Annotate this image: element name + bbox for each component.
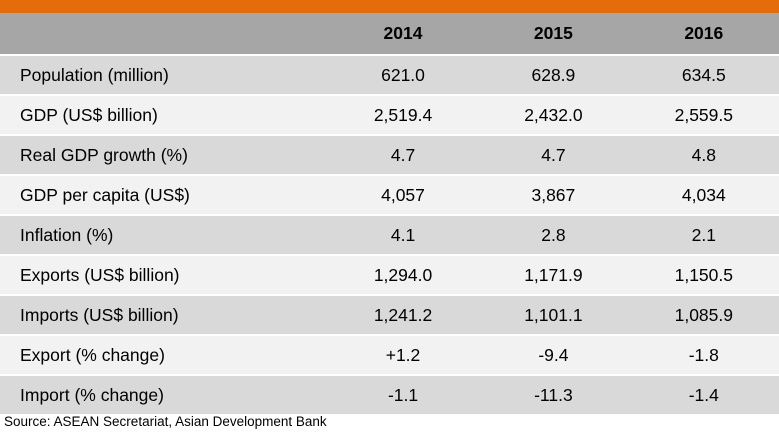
- cell-value: 1,150.5: [628, 256, 779, 296]
- source-note: Source: ASEAN Secretariat, Asian Develop…: [4, 414, 327, 429]
- cell-value: 3,867: [478, 176, 629, 216]
- cell-value: 1,241.2: [327, 296, 479, 336]
- table-row-inflation: Inflation (%) 4.1 2.8 2.1: [0, 216, 779, 256]
- row-label: Inflation (%): [0, 216, 328, 256]
- cell-value: 4.8: [628, 136, 779, 176]
- cell-value: 4,034: [628, 176, 779, 216]
- cell-value: +1.2: [327, 336, 479, 376]
- cell-value: 634.5: [628, 56, 779, 96]
- cell-value: 1,085.9: [628, 296, 779, 336]
- row-label: GDP per capita (US$): [0, 176, 328, 216]
- cell-value: 621.0: [327, 56, 479, 96]
- cell-value: 4,057: [327, 176, 479, 216]
- row-label: Exports (US$ billion): [0, 256, 328, 296]
- table-row-real-gdp-growth: Real GDP growth (%) 4.7 4.7 4.8: [0, 136, 779, 176]
- row-label: Population (million): [0, 56, 328, 96]
- cell-value: 2,432.0: [478, 96, 629, 136]
- row-label: GDP (US$ billion): [0, 96, 328, 136]
- header-year-2014: 2014: [327, 13, 479, 56]
- economic-indicators-table: 2014 2015 2016 Population (million) 621.…: [0, 13, 779, 416]
- cell-value: -1.1: [327, 376, 479, 416]
- table-row-export-change: Export (% change) +1.2 -9.4 -1.8: [0, 336, 779, 376]
- cell-value: -1.8: [628, 336, 779, 376]
- cell-value: 4.7: [327, 136, 479, 176]
- top-accent-bar: [0, 0, 779, 13]
- cell-value: -9.4: [478, 336, 629, 376]
- table-row-imports: Imports (US$ billion) 1,241.2 1,101.1 1,…: [0, 296, 779, 336]
- header-year-2015: 2015: [478, 13, 629, 56]
- cell-value: 2,519.4: [327, 96, 479, 136]
- cell-value: 1,294.0: [327, 256, 479, 296]
- cell-value: 2,559.5: [628, 96, 779, 136]
- header-year-2016: 2016: [628, 13, 779, 56]
- cell-value: 1,101.1: [478, 296, 629, 336]
- row-label: Export (% change): [0, 336, 328, 376]
- row-label: Real GDP growth (%): [0, 136, 328, 176]
- cell-value: 2.1: [628, 216, 779, 256]
- cell-value: -11.3: [478, 376, 629, 416]
- cell-value: 4.1: [327, 216, 479, 256]
- row-label: Imports (US$ billion): [0, 296, 328, 336]
- table-row-gdp-per-capita: GDP per capita (US$) 4,057 3,867 4,034: [0, 176, 779, 216]
- cell-value: 2.8: [478, 216, 629, 256]
- header-label-cell: [0, 13, 328, 56]
- cell-value: 4.7: [478, 136, 629, 176]
- cell-value: -1.4: [628, 376, 779, 416]
- cell-value: 1,171.9: [478, 256, 629, 296]
- table-row-exports: Exports (US$ billion) 1,294.0 1,171.9 1,…: [0, 256, 779, 296]
- row-label: Import (% change): [0, 376, 328, 416]
- table-header-row: 2014 2015 2016: [0, 13, 779, 56]
- table-row-import-change: Import (% change) -1.1 -11.3 -1.4: [0, 376, 779, 416]
- table-row-population: Population (million) 621.0 628.9 634.5: [0, 56, 779, 96]
- cell-value: 628.9: [478, 56, 629, 96]
- table-row-gdp: GDP (US$ billion) 2,519.4 2,432.0 2,559.…: [0, 96, 779, 136]
